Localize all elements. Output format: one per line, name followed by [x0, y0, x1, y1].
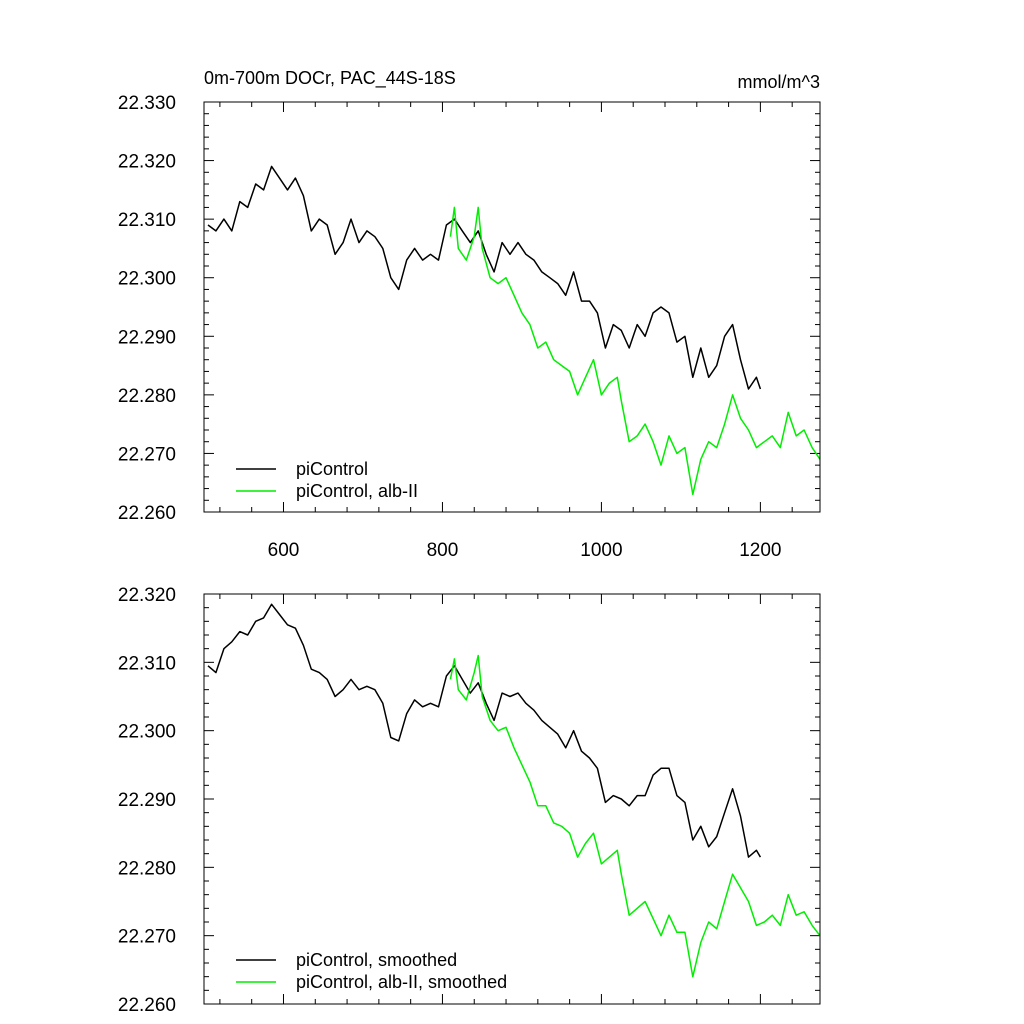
- y-tick-label: 22.270: [118, 927, 176, 948]
- y-tick-label: 22.270: [118, 444, 176, 465]
- y-tick-label: 22.260: [118, 503, 176, 524]
- bottom-plot-frame: [203, 593, 821, 1005]
- bottom-legend: piControl, smoothed piControl, alb-II, s…: [236, 950, 507, 992]
- top-legend: piControl piControl, alb-II: [236, 459, 418, 501]
- y-tick-label: 22.280: [118, 858, 176, 879]
- series-line-picontrol: [207, 603, 762, 858]
- top-series-group: [207, 165, 821, 496]
- y-tick-label: 22.290: [118, 327, 176, 348]
- y-tick-label: 22.300: [118, 722, 176, 743]
- y-tick-label: 22.280: [118, 386, 176, 407]
- units-label: mmol/m^3: [738, 72, 820, 92]
- x-tick-label: 800: [427, 540, 459, 561]
- legend-label-alb-ii-smoothed: piControl, alb-II, smoothed: [296, 972, 507, 992]
- series-line-picontrol: [207, 165, 762, 390]
- panel-top: 0m-700m DOCr, PAC_44S-18S mmol/m^3 22.26…: [118, 68, 821, 561]
- legend-label-picontrol-smoothed: piControl, smoothed: [296, 950, 457, 970]
- x-tick-label: 1200: [739, 540, 781, 561]
- y-tick-label: 22.300: [118, 269, 176, 290]
- y-tick-label: 22.260: [118, 995, 176, 1016]
- panel-bottom: 22.260 22.270 22.280 22.290 22.300 22.310 22.3…: [118, 585, 821, 1016]
- y-tick-label: 22.320: [118, 585, 176, 606]
- y-tick-label: 22.330: [118, 93, 176, 114]
- series-line-alb-ii: [449, 206, 821, 496]
- y-tick-label: 22.310: [118, 653, 176, 674]
- series-line-alb-ii: [449, 654, 821, 978]
- x-tick-label: 1000: [580, 540, 622, 561]
- y-tick-label: 22.310: [118, 210, 176, 231]
- chart-title: 0m-700m DOCr, PAC_44S-18S: [204, 68, 456, 89]
- top-plot-frame: [203, 101, 821, 513]
- top-x-axis: 600 800 1000 1200: [219, 102, 793, 561]
- legend-label-alb-ii: piControl, alb-II: [296, 481, 418, 501]
- bottom-x-axis: [219, 594, 793, 1004]
- legend-label-picontrol: piControl: [296, 459, 368, 479]
- bottom-y-axis: 22.260 22.270 22.280 22.290 22.300 22.310 22.3…: [118, 585, 820, 1016]
- y-tick-label: 22.320: [118, 152, 176, 173]
- bottom-series-group: [207, 603, 821, 978]
- top-y-axis: 22.260 22.270 22.280 22.290 22.300 22.310 22.3…: [118, 93, 820, 524]
- x-tick-label: 600: [268, 540, 300, 561]
- y-tick-label: 22.290: [118, 790, 176, 811]
